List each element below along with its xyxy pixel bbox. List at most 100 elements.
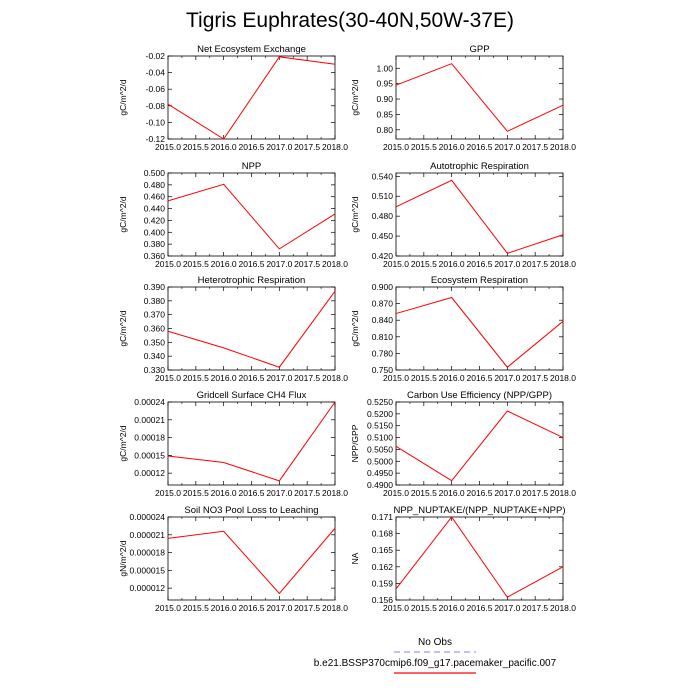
y-axis-label: gC/m^2/d xyxy=(350,79,360,115)
x-tick-label: 2018.0 xyxy=(550,603,576,613)
x-tick-label: 2015.5 xyxy=(183,259,209,269)
y-axis-label: gC/m^2/d xyxy=(118,310,128,346)
y-tick-label: -0.06 xyxy=(146,84,166,94)
y-tick-label: -0.08 xyxy=(146,101,166,111)
chart-title: NPP_NUPTAKE/(NPP_NUPTAKE+NPP) xyxy=(393,505,565,516)
x-tick-label: 2016.0 xyxy=(211,259,237,269)
series-line xyxy=(167,183,336,250)
y-tick-label: 0.340 xyxy=(144,351,166,361)
x-tick-label: 2016.0 xyxy=(439,142,465,152)
x-tick-label: 2017.0 xyxy=(494,603,520,613)
series-line xyxy=(395,63,564,132)
y-tick-label: 0.510 xyxy=(372,191,394,201)
x-tick-label: 2016.5 xyxy=(467,603,493,613)
x-tick-label: 2018.0 xyxy=(550,142,576,152)
x-tick-label: 2017.5 xyxy=(522,603,548,613)
y-tick-label: 0.840 xyxy=(372,315,394,325)
y-tick-label: 0.480 xyxy=(144,180,166,190)
x-tick-label: 2017.5 xyxy=(522,259,548,269)
series-line xyxy=(395,410,564,482)
y-tick-label: 0.750 xyxy=(372,365,394,375)
x-tick-label: 2018.0 xyxy=(322,142,348,152)
y-tick-label: 0.165 xyxy=(372,545,394,555)
y-tick-label: 0.900 xyxy=(372,282,394,292)
x-tick-label: 2015.5 xyxy=(411,259,437,269)
x-tick-label: 2015.0 xyxy=(383,603,409,613)
x-tick-label: 2018.0 xyxy=(550,488,576,498)
x-tick-label: 2015.0 xyxy=(155,603,181,613)
series-line xyxy=(167,527,336,595)
x-tick-label: 2016.0 xyxy=(439,603,465,613)
y-axis-label: gC/m^2/d xyxy=(118,196,128,232)
y-tick-label: 0.000021 xyxy=(130,530,166,540)
chart-title: Gridcell Surface CH4 Flux xyxy=(197,390,307,401)
x-tick-label: 2015.0 xyxy=(155,488,181,498)
x-tick-label: 2017.5 xyxy=(294,259,320,269)
y-tick-label: 0.780 xyxy=(372,348,394,358)
y-axis-label: gC/m^2/d xyxy=(350,310,360,346)
x-tick-label: 2017.0 xyxy=(494,259,520,269)
x-tick-label: 2016.5 xyxy=(467,259,493,269)
x-tick-label: 2018.0 xyxy=(322,373,348,383)
x-tick-label: 2015.5 xyxy=(183,488,209,498)
x-tick-label: 2015.0 xyxy=(155,259,181,269)
y-tick-label: 0.480 xyxy=(372,211,394,221)
x-tick-label: 2017.5 xyxy=(522,488,548,498)
legend-model-label: b.e21.BSSP370cmip6.f09_g17.pacemaker_pac… xyxy=(314,658,557,669)
y-tick-label: 0.380 xyxy=(144,239,166,249)
y-tick-label: 0.450 xyxy=(372,231,394,241)
y-tick-label: 0.350 xyxy=(144,337,166,347)
y-tick-label: 0.390 xyxy=(144,282,166,292)
y-tick-label: 0.000018 xyxy=(130,548,166,558)
y-tick-label: -0.02 xyxy=(146,51,166,61)
chart-panel: Ecosystem Respiration gC/m^2/d 2015.0 2015.… xyxy=(350,275,576,383)
y-axis-label: gC/m^2/d xyxy=(118,425,128,461)
chart-title: Heterotrophic Respiration xyxy=(198,275,306,286)
legend: No Obs b.e21.BSSP370cmip6.f09_g17.pacema… xyxy=(314,637,557,674)
x-tick-label: 2016.5 xyxy=(239,142,265,152)
y-tick-label: 0.4900 xyxy=(367,480,393,490)
y-tick-label: 0.00018 xyxy=(134,433,165,443)
y-tick-label: 0.4950 xyxy=(367,468,393,478)
series-line xyxy=(395,516,564,598)
x-tick-label: 2017.5 xyxy=(522,373,548,383)
series-line xyxy=(395,296,564,368)
x-tick-label: 2016.5 xyxy=(467,373,493,383)
y-tick-label: 0.380 xyxy=(144,296,166,306)
y-tick-label: 0.00015 xyxy=(134,450,165,460)
x-tick-label: 2018.0 xyxy=(322,488,348,498)
y-axis-label: NA xyxy=(350,552,360,564)
x-tick-label: 2017.0 xyxy=(494,373,520,383)
x-tick-label: 2015.5 xyxy=(411,373,437,383)
y-tick-label: 0.360 xyxy=(144,251,166,261)
x-tick-label: 2018.0 xyxy=(322,259,348,269)
x-tick-label: 2017.0 xyxy=(266,373,292,383)
x-tick-label: 2016.0 xyxy=(211,603,237,613)
x-tick-label: 2017.0 xyxy=(266,603,292,613)
chart-title: NPP xyxy=(242,161,262,172)
y-tick-label: 0.5000 xyxy=(367,456,393,466)
y-tick-label: 0.90 xyxy=(376,94,393,104)
y-axis-label: gN/m^2/d xyxy=(118,540,128,576)
x-tick-label: 2016.0 xyxy=(439,488,465,498)
page-title: Tigris Euphrates(30-40N,50W-37E) xyxy=(186,9,514,32)
x-tick-label: 2016.5 xyxy=(239,488,265,498)
y-tick-label: 0.000015 xyxy=(130,565,166,575)
x-tick-label: 2017.5 xyxy=(294,488,320,498)
chart-title: Soil NO3 Pool Loss to Leaching xyxy=(184,505,318,516)
y-tick-label: 0.171 xyxy=(372,512,394,522)
y-axis-label: NPP/GPP xyxy=(350,424,360,462)
x-tick-label: 2015.5 xyxy=(411,603,437,613)
y-tick-label: 0.00021 xyxy=(134,415,165,425)
x-tick-label: 2018.0 xyxy=(550,259,576,269)
x-tick-label: 2018.0 xyxy=(322,603,348,613)
y-tick-label: 0.870 xyxy=(372,299,394,309)
x-tick-label: 2016.0 xyxy=(211,373,237,383)
y-axis-label: gC/m^2/d xyxy=(118,79,128,115)
x-tick-label: 2015.5 xyxy=(183,142,209,152)
y-tick-label: 0.460 xyxy=(144,192,166,202)
chart-title: Net Ecosystem Exchange xyxy=(197,44,306,55)
x-tick-label: 2017.0 xyxy=(494,142,520,152)
